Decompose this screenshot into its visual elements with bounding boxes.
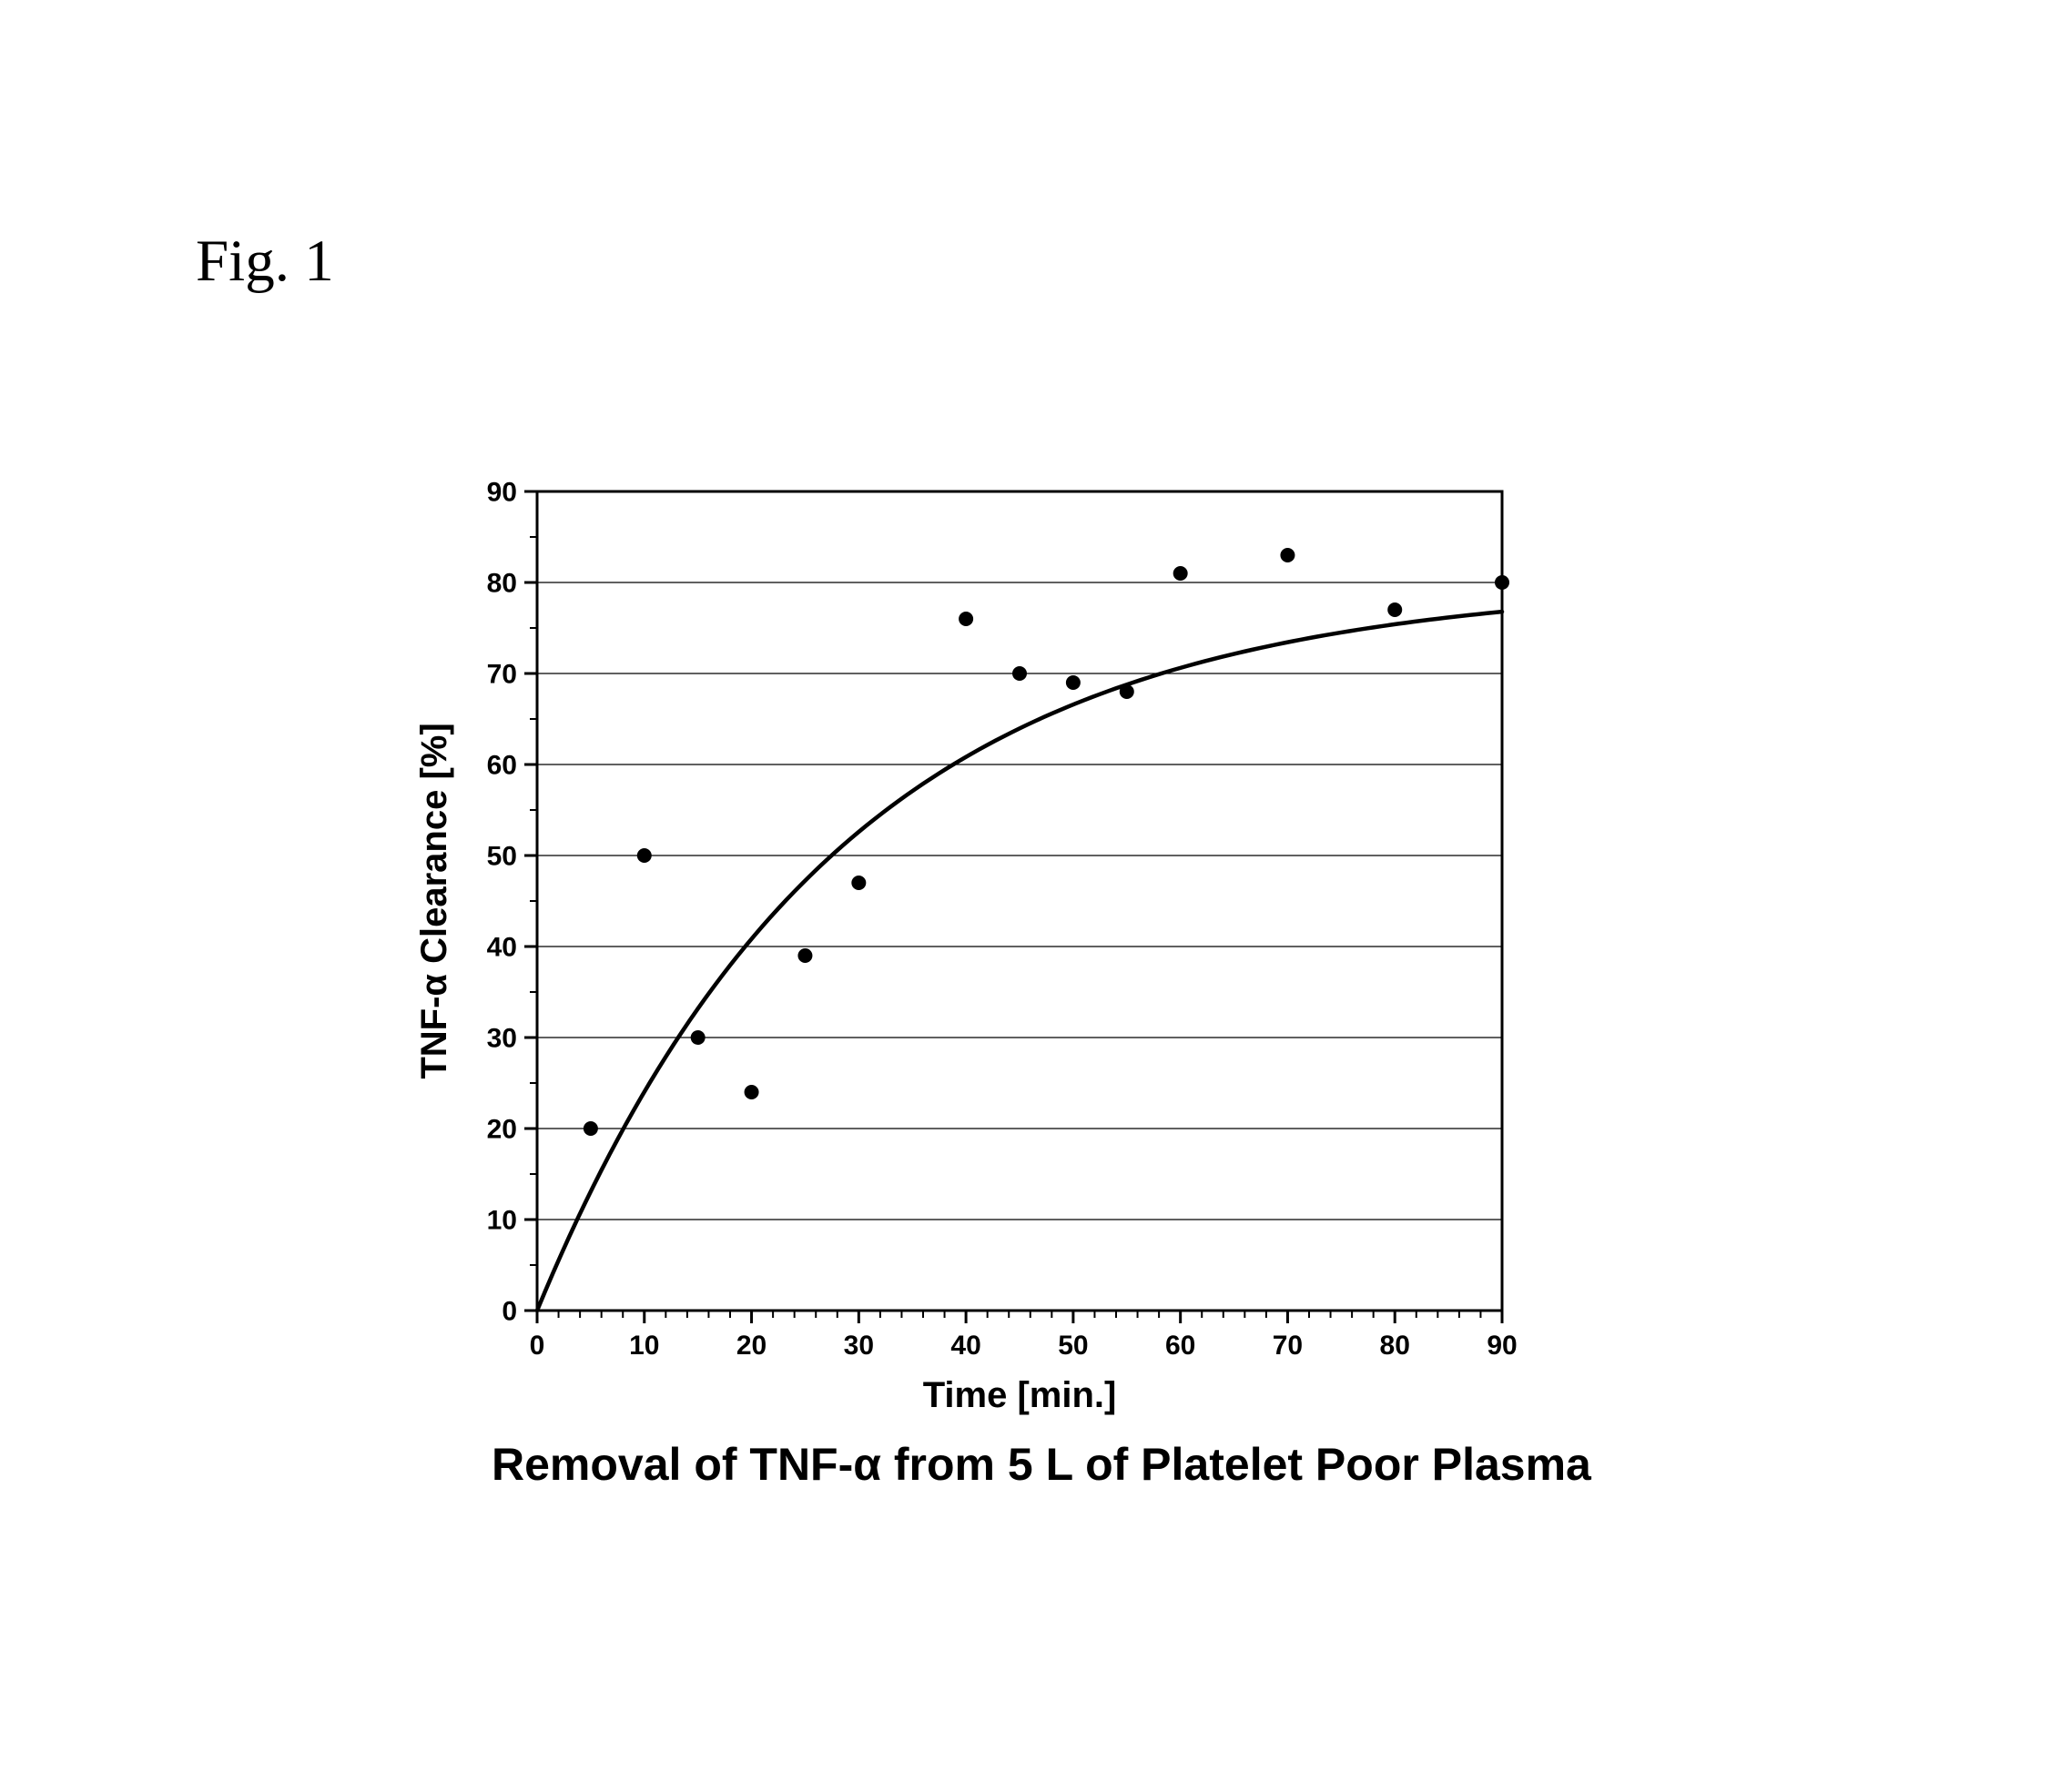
- data-point: [1387, 602, 1402, 617]
- x-tick-label: 20: [736, 1331, 767, 1361]
- x-tick-label: 0: [530, 1331, 545, 1361]
- x-tick-label: 90: [1487, 1331, 1517, 1361]
- y-tick-label: 60: [487, 751, 517, 781]
- data-point: [797, 948, 812, 963]
- x-tick-label: 80: [1380, 1331, 1410, 1361]
- chart-container: 0 10 20 30 40 50 60 70 80 90 0 10 20 30 40 50 60 70 80 90 Ti…: [410, 473, 1520, 1433]
- y-axis-label: TNF-α Clearance [%]: [414, 723, 454, 1078]
- figure-caption: Removal of TNF-α from 5 L of Platelet Po…: [492, 1438, 1591, 1491]
- x-tick-label: 10: [629, 1331, 659, 1361]
- y-tick-label: 80: [487, 569, 517, 599]
- data-point: [584, 1121, 598, 1136]
- data-point: [1173, 566, 1188, 581]
- data-point: [637, 848, 652, 863]
- y-tick-label: 30: [487, 1024, 517, 1054]
- data-point: [1066, 675, 1081, 690]
- figure-label: Fig. 1: [196, 228, 334, 296]
- y-tick-label: 90: [487, 478, 517, 508]
- y-tick-label: 40: [487, 933, 517, 963]
- data-point: [691, 1030, 706, 1045]
- y-tick-label: 70: [487, 660, 517, 690]
- x-tick-label: 70: [1273, 1331, 1303, 1361]
- data-point: [1280, 548, 1295, 562]
- data-point: [851, 876, 866, 890]
- tnf-clearance-chart: 0 10 20 30 40 50 60 70 80 90 0 10 20 30 40 50 60 70 80 90 Ti…: [410, 473, 1520, 1429]
- x-tick-label: 30: [844, 1331, 874, 1361]
- plot-background: [537, 491, 1502, 1311]
- x-tick-label: 40: [950, 1331, 980, 1361]
- y-tick-label: 20: [487, 1115, 517, 1145]
- y-tick-label: 50: [487, 842, 517, 872]
- data-point: [959, 612, 973, 626]
- data-point: [1012, 666, 1027, 681]
- data-point: [1495, 575, 1509, 590]
- y-tick-label: 0: [502, 1297, 517, 1327]
- y-tick-label: 10: [487, 1206, 517, 1236]
- x-tick-label: 50: [1058, 1331, 1088, 1361]
- data-point: [745, 1085, 759, 1099]
- page: Fig. 1 0 10 20 30 40 50 60 70 80 90 0 10 20 30 40 50 60 7…: [0, 0, 2051, 1792]
- data-point: [1120, 684, 1134, 699]
- x-tick-label: 60: [1165, 1331, 1195, 1361]
- x-axis-label: Time [min.]: [923, 1375, 1117, 1415]
